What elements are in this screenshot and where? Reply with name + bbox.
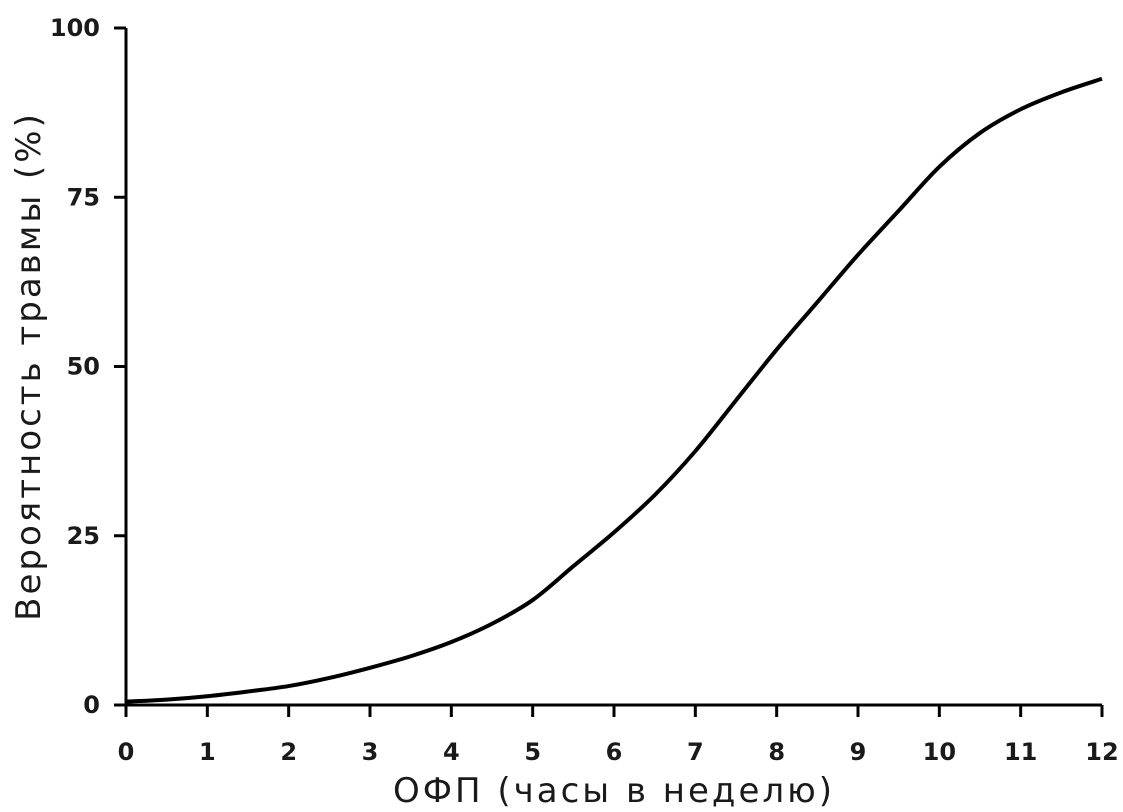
x-axis-title: ОФП (часы в неделю) [393,771,835,811]
x-tick-label-3: 3 [362,738,379,766]
y-axis-title: Вероятность травмы (%) [9,111,49,621]
x-tick-label-6: 6 [606,738,623,766]
x-tick-label-4: 4 [443,738,460,766]
x-tick-label-11: 11 [1004,738,1037,766]
x-tick-label-5: 5 [524,738,541,766]
x-ticks: 0 1 2 3 4 5 6 7 8 9 10 11 12 [118,705,1119,766]
x-tick-label-0: 0 [118,738,135,766]
y-tick-label-3: 75 [67,183,100,211]
axes [124,28,1102,707]
y-ticks: 0 25 50 75 100 [50,14,126,719]
x-tick-label-1: 1 [199,738,216,766]
plot-area [125,76,1103,704]
x-tick-label-9: 9 [850,738,867,766]
x-tick-label-8: 8 [768,738,785,766]
x-tick-label-12: 12 [1085,738,1118,766]
y-tick-label-4: 100 [50,14,100,42]
y-tick-label-0: 0 [83,691,100,719]
x-tick-label-7: 7 [687,738,704,766]
series-line-0 [125,76,1103,704]
y-tick-label-1: 25 [67,522,100,550]
x-tick-label-10: 10 [923,738,956,766]
x-tick-label-2: 2 [280,738,297,766]
y-tick-label-2: 50 [67,353,100,381]
